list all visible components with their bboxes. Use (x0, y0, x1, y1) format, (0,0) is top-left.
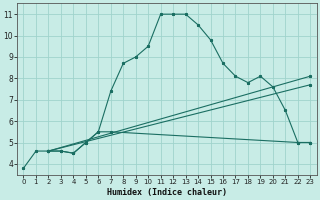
X-axis label: Humidex (Indice chaleur): Humidex (Indice chaleur) (107, 188, 227, 197)
